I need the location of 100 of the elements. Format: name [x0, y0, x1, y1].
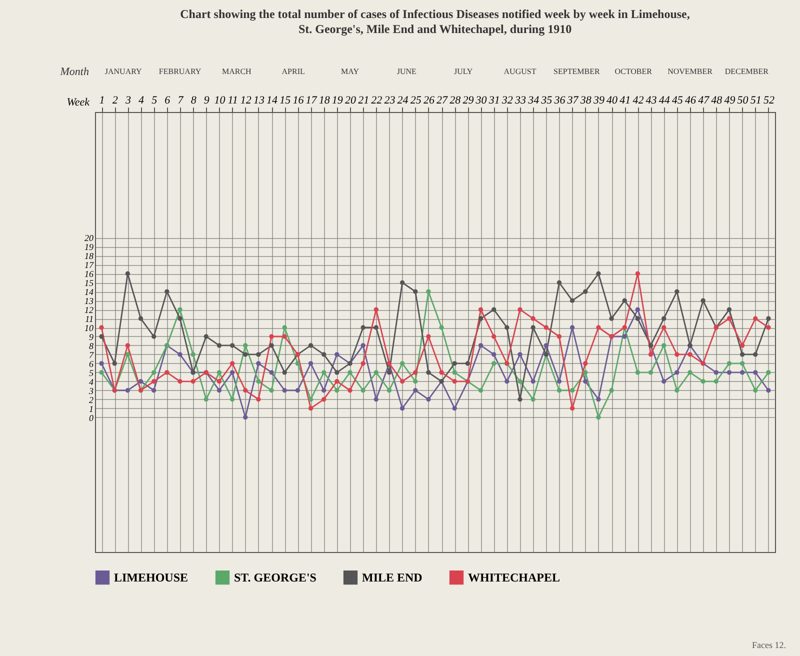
point [216, 379, 222, 384]
point [243, 414, 248, 420]
point [216, 370, 222, 375]
legend-label: WHITECHAPEL [468, 570, 560, 585]
point [726, 307, 732, 312]
point [766, 370, 771, 375]
x-tick-label: 11 [228, 94, 238, 106]
x-tick-label: 1 [99, 94, 105, 106]
point [556, 379, 562, 384]
point [753, 352, 758, 357]
point [622, 298, 627, 303]
point [308, 397, 314, 402]
text: JULY [454, 67, 473, 76]
text: Faces 12. [752, 640, 786, 650]
point [662, 325, 666, 330]
x-tick-label: 4 [138, 94, 145, 106]
point [766, 316, 771, 321]
point [635, 370, 640, 375]
x-tick-label: 25 [410, 94, 422, 106]
point [243, 343, 248, 348]
point [178, 352, 182, 357]
x-tick-label: 2 [112, 94, 118, 106]
x-tick-label: 15 [280, 94, 292, 106]
text: DECEMBER [724, 67, 770, 76]
point [322, 397, 326, 402]
point [766, 388, 771, 393]
x-tick-label: 10 [214, 94, 226, 106]
point [152, 379, 156, 384]
x-tick-label: 12 [240, 94, 252, 106]
point [243, 352, 248, 357]
point [190, 352, 196, 357]
point [360, 343, 366, 348]
point [570, 298, 575, 303]
point [413, 379, 418, 384]
y-tick-label: 4 [89, 376, 94, 387]
point [635, 316, 640, 321]
x-tick-label: 31 [488, 94, 500, 106]
text: FEBRUARY [158, 67, 202, 76]
point [583, 379, 588, 384]
point [308, 406, 314, 411]
point [216, 343, 222, 348]
x-tick-label: 52 [763, 94, 775, 106]
point [452, 406, 457, 411]
point [308, 343, 314, 348]
point [125, 388, 130, 393]
point [452, 379, 457, 384]
y-tick-label: 17 [84, 260, 94, 270]
y-tick-label: 3 [88, 386, 94, 396]
text: JANUARY [104, 67, 142, 76]
point [583, 289, 588, 294]
point [662, 343, 666, 348]
point [648, 352, 654, 357]
y-tick-label: 8 [89, 340, 94, 351]
point [400, 361, 405, 366]
point [583, 361, 588, 366]
point [439, 325, 444, 330]
point [112, 361, 117, 366]
point [674, 352, 680, 357]
point [348, 370, 352, 375]
point [596, 325, 601, 330]
point [544, 325, 548, 330]
point [413, 388, 418, 393]
point [518, 397, 522, 402]
point [322, 388, 326, 393]
point [518, 307, 522, 312]
point [465, 361, 470, 366]
point [492, 361, 496, 366]
point [556, 388, 562, 393]
point [674, 370, 680, 375]
x-tick-label: 6 [164, 94, 171, 106]
text: JUNE [396, 67, 417, 76]
x-axis-title: Week [66, 96, 91, 108]
point [740, 361, 745, 366]
y-tick-label: 12 [84, 305, 94, 316]
point [282, 388, 287, 393]
point [426, 370, 431, 375]
y-tick-label: 0 [89, 412, 94, 423]
point [452, 370, 457, 375]
y-tick-label: 9 [89, 332, 94, 342]
x-tick-label: 32 [500, 94, 514, 106]
x-tick-label: 3 [124, 94, 132, 106]
x-tick-label: 22 [371, 94, 383, 106]
x-tick-label: 9 [204, 94, 210, 106]
text: OCTOBER [614, 67, 653, 76]
point [609, 388, 614, 393]
point [125, 352, 130, 357]
y-tick-label: 20 [84, 233, 94, 244]
x-tick-label: 37 [566, 94, 579, 106]
x-tick-label: 51 [750, 94, 762, 106]
point [99, 370, 104, 375]
point [360, 388, 366, 393]
point [334, 388, 340, 393]
x-tick-label: 24 [397, 94, 409, 106]
point [360, 361, 366, 366]
point [230, 397, 235, 402]
point [622, 334, 627, 339]
point [282, 370, 287, 375]
point [674, 289, 680, 294]
point [413, 289, 418, 294]
y-tick-label: 16 [84, 269, 94, 280]
